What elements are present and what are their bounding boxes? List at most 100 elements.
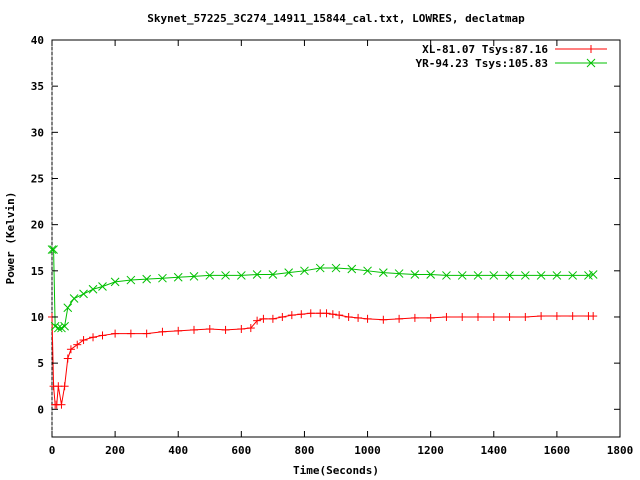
- data-point: [335, 311, 344, 320]
- data-point: [69, 294, 79, 303]
- data-point: [474, 312, 482, 321]
- legend-label-xl: XL-81.07 Tsys:87.16: [422, 43, 548, 56]
- data-point: [98, 282, 107, 291]
- data-point: [126, 275, 136, 285]
- plot-frame: [51, 39, 621, 438]
- data-point: [457, 271, 467, 280]
- data-point: [246, 324, 255, 333]
- y-axis-label: Power (Kelvin): [4, 192, 17, 285]
- y-tick-label: 5: [37, 357, 44, 370]
- data-point: [568, 271, 578, 280]
- data-point: [328, 310, 337, 319]
- data-point: [568, 312, 577, 321]
- data-point: [363, 266, 372, 276]
- data-point: [379, 315, 388, 324]
- series-1: [47, 245, 598, 333]
- data-point: [520, 271, 530, 280]
- data-point: [110, 277, 120, 287]
- data-point: [111, 329, 120, 338]
- data-point: [268, 314, 277, 323]
- data-point: [259, 314, 268, 323]
- data-point: [126, 329, 135, 338]
- y-tick-label: 10: [31, 311, 44, 324]
- data-point: [588, 270, 598, 279]
- data-point: [236, 271, 246, 280]
- y-tick-label: 30: [31, 126, 44, 139]
- data-point: [331, 263, 341, 273]
- data-point: [505, 312, 514, 321]
- data-point: [79, 289, 88, 299]
- x-axis-label: Time(Seconds): [293, 464, 379, 477]
- y-tick-label: 40: [31, 34, 44, 47]
- data-point: [363, 314, 372, 323]
- data-point: [489, 312, 498, 321]
- series-layer: [47, 245, 598, 409]
- data-point: [458, 312, 467, 321]
- data-point: [66, 345, 75, 354]
- data-point: [205, 271, 215, 280]
- data-point: [589, 312, 598, 321]
- data-point: [189, 271, 199, 281]
- y-tick-label: 15: [31, 265, 44, 278]
- data-point: [354, 313, 363, 322]
- data-point: [60, 321, 69, 331]
- tick-labels: 0 200 400 600 800 1000 1200 1400 1600 1800 0 5 10 15 2…: [31, 34, 634, 457]
- data-point: [521, 312, 530, 321]
- legend-marker-yr: [586, 58, 596, 68]
- data-point: [142, 274, 152, 284]
- data-point: [173, 272, 183, 282]
- data-point: [63, 354, 72, 363]
- data-point: [394, 269, 404, 278]
- data-point: [442, 271, 451, 280]
- x-tick-label: 200: [105, 444, 125, 457]
- data-point: [89, 333, 98, 342]
- data-point: [237, 324, 246, 333]
- data-point: [63, 303, 73, 313]
- data-point: [378, 268, 388, 278]
- series-line: [51, 312, 594, 406]
- x-tick-label: 1200: [417, 444, 444, 457]
- data-point: [505, 271, 514, 280]
- data-point: [79, 336, 88, 345]
- series-line: [52, 249, 594, 329]
- data-point: [473, 271, 483, 280]
- ticks: [51, 39, 621, 437]
- data-point: [552, 271, 562, 280]
- data-point: [344, 312, 353, 321]
- data-point: [190, 325, 198, 334]
- data-point: [395, 314, 404, 323]
- x-tick-label: 1600: [544, 444, 571, 457]
- data-point: [315, 263, 325, 273]
- x-tick-label: 0: [49, 444, 56, 457]
- data-point: [537, 312, 546, 321]
- y-tick-label: 0: [37, 403, 44, 416]
- data-point: [322, 309, 331, 318]
- data-point: [278, 312, 287, 321]
- data-point: [284, 268, 294, 278]
- series-0: [48, 309, 598, 409]
- y-tick-label: 25: [31, 172, 44, 185]
- x-tick-label: 1000: [354, 444, 381, 457]
- data-point: [253, 316, 262, 325]
- data-point: [442, 312, 451, 321]
- data-point: [252, 270, 262, 279]
- x-tick-label: 800: [295, 444, 315, 457]
- chart-title: Skynet_57225_3C274_14911_15844_cal.txt, …: [147, 12, 525, 25]
- data-point: [536, 271, 546, 280]
- data-point: [297, 310, 306, 319]
- data-point: [158, 273, 167, 283]
- legend: XL-81.07 Tsys:87.16 YR-94.23 Tsys:105.83: [416, 43, 607, 70]
- data-point: [306, 309, 315, 318]
- data-point: [426, 313, 435, 322]
- data-point: [287, 311, 296, 320]
- data-point: [552, 312, 561, 321]
- data-point: [47, 245, 57, 254]
- data-point: [347, 264, 357, 274]
- data-point: [49, 245, 58, 254]
- data-point: [158, 327, 167, 336]
- y-tick-label: 20: [31, 219, 44, 232]
- data-point: [221, 271, 230, 280]
- data-point: [205, 324, 214, 333]
- x-tick-label: 400: [168, 444, 188, 457]
